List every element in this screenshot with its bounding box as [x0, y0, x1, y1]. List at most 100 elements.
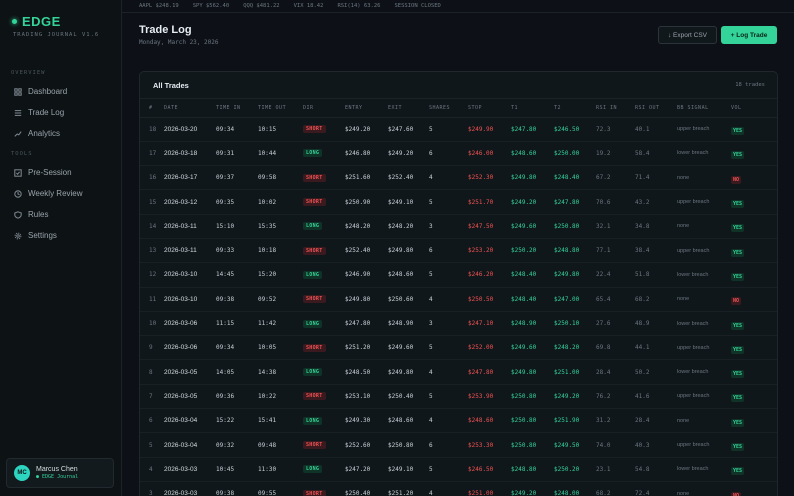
column-header[interactable]: DATE — [164, 99, 216, 118]
entry-price: $250.90 — [345, 189, 388, 215]
bb-signal: none — [677, 287, 731, 312]
column-header[interactable]: RSI OUT — [635, 99, 677, 118]
table-row[interactable]: 12 2026-03-10 14:45 15:20 LONG $246.90 $248.60… — [140, 262, 777, 288]
target-2: $250.10 — [554, 311, 596, 337]
rsi-out: 41.6 — [635, 384, 677, 410]
brand-title[interactable]: EDGE — [12, 14, 121, 29]
volume-cell: YES — [731, 432, 777, 458]
user-card[interactable]: MC Marcus Chen ● EDGE Journal — [6, 458, 114, 488]
table-row[interactable]: 14 2026-03-11 15:10 15:35 LONG $248.20 $248.20… — [140, 214, 777, 239]
entry-price: $253.10 — [345, 384, 388, 410]
sidebar-item-analytics[interactable]: Analytics — [0, 123, 121, 144]
table-row[interactable]: 4 2026-03-03 10:45 11:30 LONG $247.20 $249.10 5… — [140, 457, 777, 482]
table-row[interactable]: 18 2026-03-20 09:34 10:15 SHORT $249.20 $247.6… — [140, 117, 777, 142]
panel-header: All Trades 18 trades — [140, 72, 777, 99]
time-in: 09:33 — [216, 238, 258, 264]
grid-icon — [14, 87, 22, 96]
column-header[interactable]: TIME OUT — [258, 99, 303, 118]
entry-price: $246.80 — [345, 141, 388, 167]
trade-id: 12 — [140, 262, 164, 288]
column-header[interactable]: VOL — [731, 99, 777, 118]
table-row[interactable]: 13 2026-03-11 09:33 10:18 SHORT $252.40 $249.8… — [140, 238, 777, 264]
rsi-out: 72.4 — [635, 481, 677, 496]
export-csv-button[interactable]: ↓ Export CSV — [658, 26, 717, 44]
bb-signal: upper breach — [677, 189, 731, 215]
rsi-in: 22.4 — [596, 262, 635, 288]
log-trade-button[interactable]: + Log Trade — [721, 26, 777, 44]
time-in: 14:45 — [216, 262, 258, 288]
table-row[interactable]: 16 2026-03-17 09:37 09:58 SHORT $251.60 $252.4… — [140, 165, 777, 191]
volume-badge: YES — [731, 321, 745, 330]
column-header[interactable]: # — [140, 99, 164, 118]
trade-date: 2026-03-06 — [164, 311, 216, 337]
target-1: $248.40 — [511, 262, 554, 288]
volume-cell: YES — [731, 384, 777, 410]
column-header[interactable]: DIR — [303, 99, 345, 118]
sidebar-item-rules[interactable]: Rules — [0, 204, 121, 225]
target-2: $249.50 — [554, 432, 596, 458]
sidebar-item-settings[interactable]: Settings — [0, 225, 121, 246]
shares: 5 — [429, 335, 468, 361]
column-header[interactable]: TIME IN — [216, 99, 258, 118]
entry-price: $251.20 — [345, 335, 388, 361]
direction-cell: LONG — [303, 408, 345, 434]
rsi-out: 43.2 — [635, 189, 677, 215]
trades-table: # DATE TIME IN TIME OUT DIR ENTRY EXIT SHARES ST… — [140, 99, 777, 496]
table-row[interactable]: 10 2026-03-06 11:15 11:42 LONG $247.80 $248.90… — [140, 311, 777, 337]
sidebar-item-trade-log[interactable]: Trade Log — [0, 102, 121, 123]
checkbox-icon — [14, 168, 22, 177]
column-header[interactable]: BB SIGNAL — [677, 99, 731, 118]
sidebar-item-pre-session[interactable]: Pre-Session — [0, 162, 121, 183]
table-row[interactable]: 5 2026-03-04 09:32 09:48 SHORT $252.60 $250.80… — [140, 432, 777, 458]
column-header[interactable]: EXIT — [388, 99, 429, 118]
exit-price: $248.90 — [388, 311, 429, 337]
exit-price: $251.20 — [388, 481, 429, 496]
target-1: $248.60 — [511, 141, 554, 167]
table-row[interactable]: 7 2026-03-05 09:36 10:22 SHORT $253.10 $250.40… — [140, 384, 777, 410]
table-row[interactable]: 15 2026-03-12 09:35 10:02 SHORT $250.90 $249.1… — [140, 189, 777, 215]
trade-id: 3 — [140, 481, 164, 496]
rsi-out: 40.3 — [635, 432, 677, 458]
table-row[interactable]: 8 2026-03-05 14:05 14:38 LONG $248.50 $249.80 4… — [140, 359, 777, 385]
volume-cell: YES — [731, 457, 777, 482]
column-header[interactable]: RSI IN — [596, 99, 635, 118]
table-row[interactable]: 11 2026-03-10 09:38 09:52 SHORT $249.80 $250.6… — [140, 287, 777, 312]
volume-badge: YES — [731, 272, 745, 281]
sidebar-item-weekly-review[interactable]: Weekly Review — [0, 183, 121, 204]
volume-badge: YES — [731, 394, 745, 403]
ticker-bar: AAPL $248.19 SPY $562.40 QQQ $481.22 VIX… — [122, 0, 794, 13]
rsi-out: 28.4 — [635, 408, 677, 434]
column-header[interactable]: STOP — [468, 99, 511, 118]
table-row[interactable]: 3 2026-03-03 09:38 09:55 SHORT $250.40 $251.20… — [140, 481, 777, 496]
entry-price: $249.30 — [345, 408, 388, 434]
bb-signal: lower breach — [677, 359, 731, 385]
direction-cell: SHORT — [303, 335, 345, 361]
time-in: 09:37 — [216, 165, 258, 191]
table-row[interactable]: 6 2026-03-04 15:22 15:41 LONG $249.30 $248.60 4… — [140, 408, 777, 434]
clock-icon — [14, 189, 22, 198]
target-1: $247.80 — [511, 117, 554, 142]
trend-icon — [14, 130, 22, 137]
sidebar-item-dashboard[interactable]: Dashboard — [0, 81, 121, 102]
stop-price: $247.10 — [468, 311, 511, 337]
time-out: 10:05 — [258, 335, 303, 361]
column-header[interactable]: T1 — [511, 99, 554, 118]
entry-price: $248.50 — [345, 359, 388, 385]
main-content: AAPL $248.19 SPY $562.40 QQQ $481.22 VIX… — [122, 0, 794, 496]
target-2: $250.80 — [554, 214, 596, 239]
table-row[interactable]: 17 2026-03-18 09:31 10:44 LONG $246.80 $249.20… — [140, 141, 777, 167]
column-header[interactable]: T2 — [554, 99, 596, 118]
column-header[interactable]: SHARES — [429, 99, 468, 118]
direction-cell: LONG — [303, 214, 345, 239]
time-out: 15:35 — [258, 214, 303, 239]
direction-cell: LONG — [303, 457, 345, 482]
entry-price: $249.80 — [345, 287, 388, 312]
column-header[interactable]: ENTRY — [345, 99, 388, 118]
volume-badge: YES — [731, 151, 745, 160]
entry-price: $251.60 — [345, 165, 388, 191]
rsi-in: 76.2 — [596, 384, 635, 410]
direction-badge: LONG — [303, 222, 323, 231]
sidebar-item-label: Dashboard — [28, 87, 68, 96]
direction-cell: SHORT — [303, 481, 345, 496]
table-row[interactable]: 9 2026-03-06 09:34 10:05 SHORT $251.20 $249.60… — [140, 335, 777, 361]
